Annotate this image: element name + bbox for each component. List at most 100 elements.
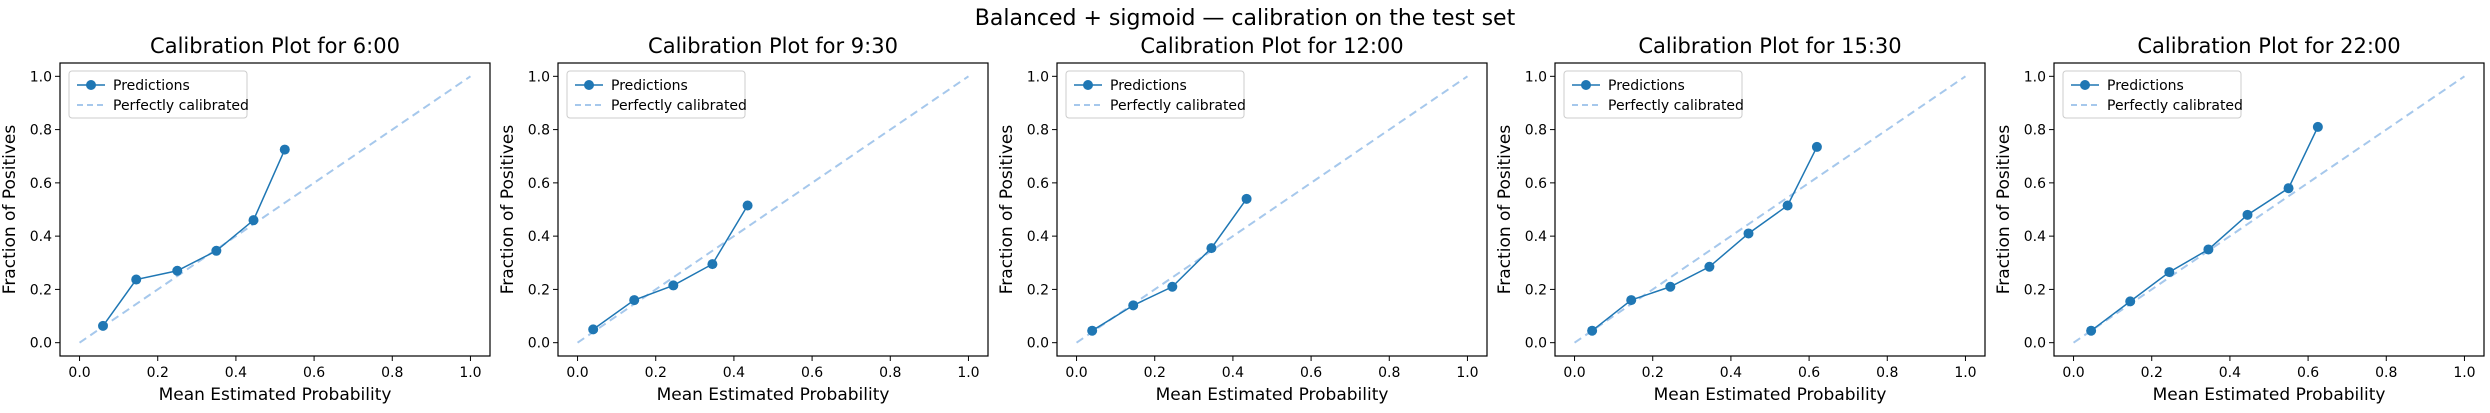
prediction-point bbox=[2242, 209, 2253, 220]
prediction-point bbox=[629, 295, 640, 306]
y-tick-label: 0.2 bbox=[528, 282, 550, 298]
prediction-point bbox=[1704, 261, 1715, 272]
prediction-point bbox=[98, 320, 108, 331]
predictions-line bbox=[102, 149, 286, 327]
calibration-plot-4: Calibration Plot for 22:00 0.0 0.2 0.4 0.6 0.… bbox=[1994, 34, 2485, 405]
legend-predictions-label: Predictions bbox=[113, 78, 190, 94]
x-tick-label: 0.2 bbox=[1642, 365, 1664, 381]
y-tick-label: 0.2 bbox=[1525, 282, 1547, 298]
x-tick-label: 0.4 bbox=[723, 365, 745, 381]
x-tick-label: 0.2 bbox=[1144, 365, 1166, 381]
predictions-line bbox=[1591, 146, 1818, 332]
perfectly-calibrated-line bbox=[2072, 75, 2466, 344]
predictions-line bbox=[592, 205, 749, 330]
prediction-point bbox=[131, 274, 142, 285]
x-axis-label: Mean Estimated Probability bbox=[159, 385, 392, 405]
legend-predictions-label: Predictions bbox=[1110, 78, 1187, 94]
plot-title: Calibration Plot for 6:00 bbox=[150, 34, 400, 58]
calibration-plot-1: Calibration Plot for 9:30 0.0 0.2 0.4 0.6 0.8… bbox=[498, 34, 989, 405]
legend-perfect-label: Perfectly calibrated bbox=[611, 98, 747, 114]
y-tick-label: 0.0 bbox=[1027, 336, 1049, 352]
y-tick-label: 0.0 bbox=[30, 336, 52, 352]
prediction-point bbox=[1167, 281, 1178, 292]
legend-predictions-label: Predictions bbox=[611, 78, 688, 94]
prediction-point bbox=[279, 144, 290, 155]
prediction-point bbox=[1206, 243, 1217, 254]
x-axis-label: Mean Estimated Probability bbox=[1156, 385, 1389, 405]
x-axis-label: Mean Estimated Probability bbox=[657, 385, 890, 405]
x-tick-label: 0.4 bbox=[1720, 365, 1742, 381]
y-axis-label: Fraction of Positives bbox=[1495, 125, 1515, 295]
legend-predictions-label: Predictions bbox=[2107, 78, 2184, 94]
x-tick-label: 0.0 bbox=[1563, 365, 1585, 381]
y-tick-label: 1.0 bbox=[1525, 69, 1547, 85]
legend-box bbox=[1065, 70, 1245, 119]
legend-perfect-label: Perfectly calibrated bbox=[1608, 98, 1744, 114]
axes-frame bbox=[1554, 62, 1986, 357]
y-tick-label: 0.2 bbox=[2024, 282, 2046, 298]
legend-predictions-marker bbox=[2080, 80, 2090, 90]
perfectly-calibrated-line bbox=[78, 75, 472, 344]
prediction-point bbox=[2164, 267, 2175, 278]
prediction-point bbox=[172, 265, 183, 276]
legend-box bbox=[1563, 70, 1743, 119]
y-tick-label: 1.0 bbox=[1027, 69, 1049, 85]
predictions-line bbox=[2090, 126, 2319, 332]
legend-predictions-marker bbox=[584, 80, 594, 90]
y-tick-label: 0.0 bbox=[2024, 336, 2046, 352]
prediction-point bbox=[707, 259, 718, 270]
x-tick-label: 0.8 bbox=[1876, 365, 1898, 381]
y-tick-label: 0.0 bbox=[1525, 336, 1547, 352]
x-tick-label: 1.0 bbox=[1456, 365, 1478, 381]
y-axis-label: Fraction of Positives bbox=[1994, 125, 2014, 295]
y-tick-label: 0.6 bbox=[528, 176, 550, 192]
plot-title: Calibration Plot for 22:00 bbox=[2137, 34, 2400, 58]
prediction-point bbox=[211, 245, 222, 256]
x-tick-label: 0.6 bbox=[303, 365, 325, 381]
prediction-point bbox=[2086, 325, 2097, 336]
x-tick-label: 1.0 bbox=[1954, 365, 1976, 381]
x-axis-label: Mean Estimated Probability bbox=[2153, 385, 2386, 405]
y-tick-label: 0.2 bbox=[30, 282, 52, 298]
y-tick-label: 0.4 bbox=[30, 229, 52, 245]
y-axis-label: Fraction of Positives bbox=[997, 125, 1017, 295]
x-tick-label: 0.8 bbox=[879, 365, 901, 381]
y-tick-label: 0.4 bbox=[528, 229, 550, 245]
prediction-point bbox=[2203, 244, 2214, 255]
y-tick-label: 0.8 bbox=[30, 123, 52, 139]
plot-title: Calibration Plot for 12:00 bbox=[1140, 34, 1403, 58]
x-tick-label: 1.0 bbox=[459, 365, 481, 381]
legend-predictions-marker bbox=[1581, 80, 1591, 90]
y-tick-label: 0.8 bbox=[1027, 123, 1049, 139]
y-tick-label: 0.4 bbox=[2024, 229, 2046, 245]
legend-box bbox=[566, 70, 746, 119]
prediction-point bbox=[248, 215, 259, 226]
prediction-point bbox=[668, 280, 679, 291]
perfectly-calibrated-line bbox=[1573, 75, 1967, 344]
y-tick-label: 1.0 bbox=[30, 69, 52, 85]
y-tick-label: 0.2 bbox=[1027, 282, 1049, 298]
y-tick-label: 0.0 bbox=[528, 336, 550, 352]
x-tick-label: 0.6 bbox=[801, 365, 823, 381]
prediction-point bbox=[1587, 325, 1598, 336]
perfectly-calibrated-line bbox=[1075, 75, 1469, 344]
prediction-point bbox=[742, 200, 753, 211]
prediction-point bbox=[1811, 141, 1822, 152]
prediction-point bbox=[588, 324, 599, 335]
perfectly-calibrated-line bbox=[576, 75, 970, 344]
prediction-point bbox=[2125, 296, 2136, 307]
y-tick-label: 0.4 bbox=[1525, 229, 1547, 245]
y-tick-label: 0.8 bbox=[1525, 123, 1547, 139]
axes-frame bbox=[59, 62, 491, 357]
predictions-line bbox=[1091, 198, 1248, 332]
x-tick-label: 0.6 bbox=[1300, 365, 1322, 381]
legend-box bbox=[2062, 70, 2242, 119]
x-tick-label: 1.0 bbox=[2453, 365, 2475, 381]
legend-box bbox=[68, 70, 248, 119]
x-tick-label: 0.2 bbox=[2141, 365, 2163, 381]
x-tick-label: 0.0 bbox=[68, 365, 90, 381]
legend-predictions-marker bbox=[86, 80, 96, 90]
x-tick-label: 0.8 bbox=[1378, 365, 1400, 381]
y-tick-label: 0.6 bbox=[1027, 176, 1049, 192]
